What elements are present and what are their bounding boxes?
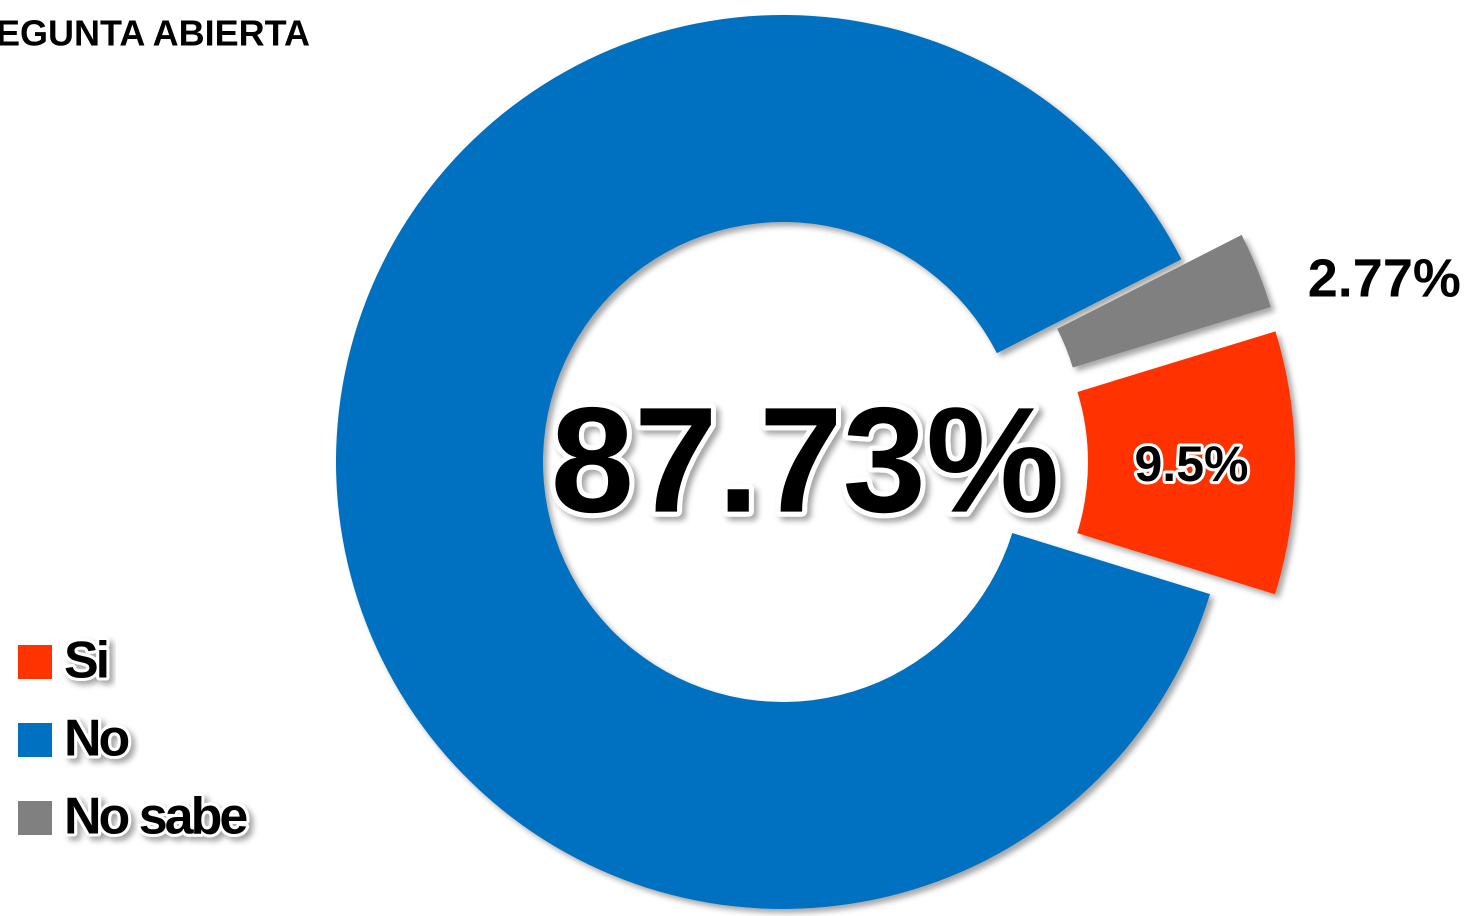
center-label: 87.73% bbox=[551, 376, 1060, 544]
data-label: 2.77% bbox=[1308, 249, 1461, 309]
donut bbox=[336, 14, 1295, 909]
donut-slice bbox=[1057, 234, 1271, 368]
legend-label: No sabe bbox=[64, 788, 247, 846]
legend-swatch bbox=[18, 723, 52, 757]
chart-title: EGUNTA ABIERTA bbox=[0, 13, 310, 54]
legend-swatch bbox=[18, 645, 52, 679]
donut-slice bbox=[1077, 331, 1295, 595]
legend-label: No bbox=[64, 710, 129, 768]
legend-swatch bbox=[18, 801, 52, 835]
data-label: 9.5% bbox=[1135, 436, 1249, 492]
legend-label: Si bbox=[64, 632, 107, 690]
donut-slice bbox=[336, 14, 1211, 909]
